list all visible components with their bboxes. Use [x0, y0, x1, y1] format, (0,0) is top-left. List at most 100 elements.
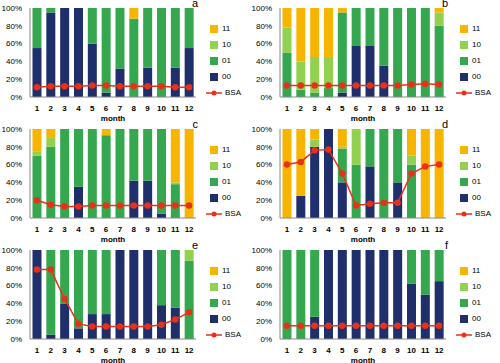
svg-text:month: month — [351, 114, 376, 121]
svg-text:40%: 40% — [8, 299, 22, 308]
svg-text:7: 7 — [118, 225, 123, 234]
svg-text:11: 11 — [171, 346, 180, 355]
svg-text:4: 4 — [326, 346, 331, 355]
svg-text:100%: 100% — [252, 125, 272, 134]
svg-text:11: 11 — [421, 346, 430, 355]
svg-text:80%: 80% — [256, 22, 272, 31]
svg-text:7: 7 — [118, 104, 123, 113]
svg-text:20%: 20% — [8, 196, 22, 205]
svg-text:40%: 40% — [8, 178, 22, 187]
svg-text:4: 4 — [76, 104, 81, 113]
svg-text:6: 6 — [104, 346, 109, 355]
svg-text:1: 1 — [35, 225, 40, 234]
svg-text:0%: 0% — [10, 335, 22, 344]
svg-text:60%: 60% — [8, 281, 22, 290]
svg-text:9: 9 — [145, 104, 150, 113]
svg-text:2: 2 — [299, 346, 304, 355]
svg-text:8: 8 — [382, 104, 387, 113]
svg-text:100%: 100% — [8, 125, 22, 134]
svg-text:3: 3 — [312, 346, 317, 355]
svg-text:5: 5 — [340, 346, 345, 355]
svg-text:100%: 100% — [8, 246, 22, 255]
svg-text:80%: 80% — [256, 264, 272, 273]
svg-text:60%: 60% — [256, 39, 272, 48]
svg-text:10: 10 — [407, 346, 416, 355]
svg-text:2: 2 — [49, 225, 54, 234]
svg-text:40%: 40% — [256, 57, 272, 66]
svg-text:4: 4 — [76, 225, 81, 234]
svg-text:0%: 0% — [260, 335, 272, 344]
svg-text:6: 6 — [104, 225, 109, 234]
svg-text:12: 12 — [435, 225, 444, 234]
svg-text:9: 9 — [145, 225, 150, 234]
svg-text:1: 1 — [285, 104, 290, 113]
svg-text:0%: 0% — [10, 214, 22, 223]
svg-text:8: 8 — [132, 225, 137, 234]
svg-text:month: month — [351, 235, 376, 242]
svg-text:100%: 100% — [252, 246, 272, 255]
svg-text:11: 11 — [171, 104, 180, 113]
svg-text:6: 6 — [104, 104, 109, 113]
svg-text:9: 9 — [395, 104, 400, 113]
svg-text:month: month — [101, 114, 126, 121]
svg-text:5: 5 — [90, 225, 95, 234]
svg-text:7: 7 — [118, 346, 123, 355]
svg-text:80%: 80% — [8, 143, 22, 152]
svg-text:6: 6 — [354, 225, 359, 234]
svg-text:month: month — [101, 356, 126, 363]
svg-text:20%: 20% — [8, 75, 22, 84]
svg-text:3: 3 — [312, 225, 317, 234]
svg-text:20%: 20% — [8, 317, 22, 326]
svg-text:5: 5 — [340, 104, 345, 113]
svg-text:10: 10 — [157, 104, 166, 113]
svg-text:1: 1 — [35, 346, 40, 355]
svg-text:5: 5 — [90, 104, 95, 113]
svg-text:40%: 40% — [256, 178, 272, 187]
svg-text:7: 7 — [368, 104, 373, 113]
svg-text:1: 1 — [35, 104, 40, 113]
svg-text:3: 3 — [62, 225, 67, 234]
svg-text:9: 9 — [395, 346, 400, 355]
svg-text:100%: 100% — [252, 4, 272, 13]
svg-text:8: 8 — [132, 104, 137, 113]
svg-text:3: 3 — [62, 104, 67, 113]
svg-text:8: 8 — [132, 346, 137, 355]
svg-text:9: 9 — [145, 346, 150, 355]
svg-text:80%: 80% — [256, 143, 272, 152]
svg-text:80%: 80% — [8, 22, 22, 31]
svg-text:60%: 60% — [8, 160, 22, 169]
svg-text:2: 2 — [49, 346, 54, 355]
svg-text:60%: 60% — [256, 281, 272, 290]
svg-text:40%: 40% — [8, 57, 22, 66]
svg-text:10: 10 — [407, 225, 416, 234]
svg-text:20%: 20% — [256, 317, 272, 326]
svg-text:1: 1 — [285, 346, 290, 355]
svg-text:10: 10 — [157, 346, 166, 355]
svg-text:7: 7 — [368, 346, 373, 355]
svg-text:9: 9 — [395, 225, 400, 234]
svg-text:12: 12 — [185, 225, 194, 234]
svg-text:2: 2 — [299, 104, 304, 113]
svg-text:8: 8 — [382, 225, 387, 234]
svg-text:20%: 20% — [256, 75, 272, 84]
svg-text:0%: 0% — [260, 93, 272, 102]
svg-text:60%: 60% — [8, 39, 22, 48]
svg-text:4: 4 — [326, 104, 331, 113]
svg-text:60%: 60% — [256, 160, 272, 169]
svg-text:5: 5 — [340, 225, 345, 234]
svg-text:3: 3 — [62, 346, 67, 355]
svg-text:10: 10 — [157, 225, 166, 234]
svg-text:40%: 40% — [256, 299, 272, 308]
svg-text:11: 11 — [421, 104, 430, 113]
svg-text:4: 4 — [76, 346, 81, 355]
svg-text:2: 2 — [49, 104, 54, 113]
svg-text:2: 2 — [299, 225, 304, 234]
svg-text:5: 5 — [90, 346, 95, 355]
svg-text:11: 11 — [421, 225, 430, 234]
svg-text:100%: 100% — [8, 4, 22, 13]
svg-text:8: 8 — [382, 346, 387, 355]
svg-text:80%: 80% — [8, 264, 22, 273]
svg-text:11: 11 — [171, 225, 180, 234]
svg-text:7: 7 — [368, 225, 373, 234]
svg-text:12: 12 — [435, 104, 444, 113]
